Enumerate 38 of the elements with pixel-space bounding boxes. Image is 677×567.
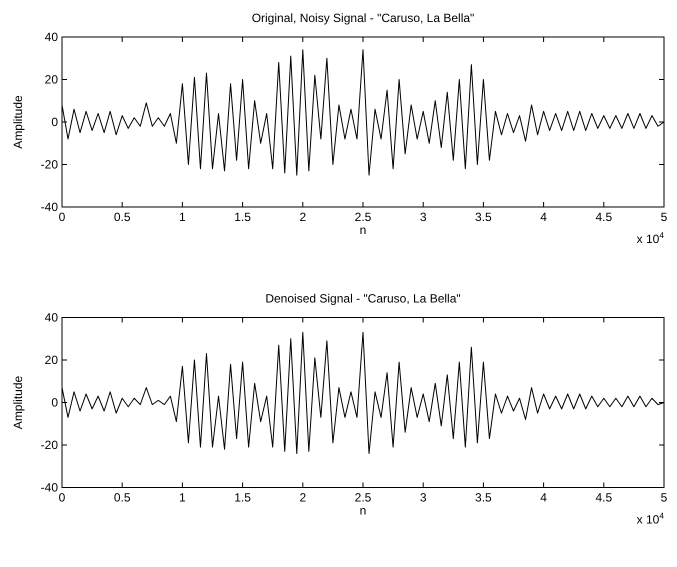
text: x 10$^{4}$	[636, 510, 664, 526]
x-tick-label: 3	[420, 490, 427, 504]
y-tick-label: 40	[44, 30, 58, 44]
x-tick-label: 5	[660, 490, 668, 504]
y-axis-title: Amplitude	[11, 95, 25, 149]
x-tick-label: 2	[299, 210, 306, 224]
y-tick-label: -20	[40, 438, 58, 452]
x-tick-label: 4.5	[595, 490, 612, 504]
x-tick-label: 1	[179, 210, 186, 224]
y-tick-label: 0	[51, 115, 58, 129]
chart-title: Original, Noisy Signal - "Caruso, La Bella"	[252, 11, 474, 25]
y-tick-label: 0	[51, 396, 58, 410]
x-tick-label: 2.5	[354, 490, 372, 504]
y-tick-label: 20	[44, 353, 58, 367]
x-tick-label: 4	[540, 490, 548, 504]
y-tick-label: -40	[40, 200, 58, 214]
y-tick-label: -20	[40, 158, 58, 172]
x-tick-label: 4	[540, 210, 548, 224]
x-tick-label: 1.5	[234, 490, 252, 504]
x-tick-label: 3	[420, 210, 427, 224]
x-tick-label: 1	[179, 490, 186, 504]
x-tick-label: 2	[299, 490, 306, 504]
x-tick-label: 5	[660, 210, 668, 224]
text: x 10$^{4}$	[636, 230, 664, 246]
x-tick-label: 3.5	[475, 210, 492, 224]
chart-title: Denoised Signal - "Caruso, La Bella"	[265, 292, 461, 306]
x-axis-title: n	[360, 223, 366, 237]
x-tick-label: 0.5	[114, 490, 131, 504]
y-tick-label: -40	[40, 480, 58, 494]
y-axis-title: Amplitude	[11, 376, 25, 430]
x-tick-label: 2.5	[354, 210, 372, 224]
x-axis-title: n	[360, 504, 366, 518]
x-tick-label: 0.5	[114, 210, 131, 224]
y-tick-label: 20	[44, 72, 58, 86]
y-tick-label: 40	[44, 310, 58, 324]
x-tick-label: 4.5	[595, 210, 612, 224]
x-tick-label: 1.5	[234, 210, 252, 224]
x-tick-label: 3.5	[475, 490, 492, 504]
